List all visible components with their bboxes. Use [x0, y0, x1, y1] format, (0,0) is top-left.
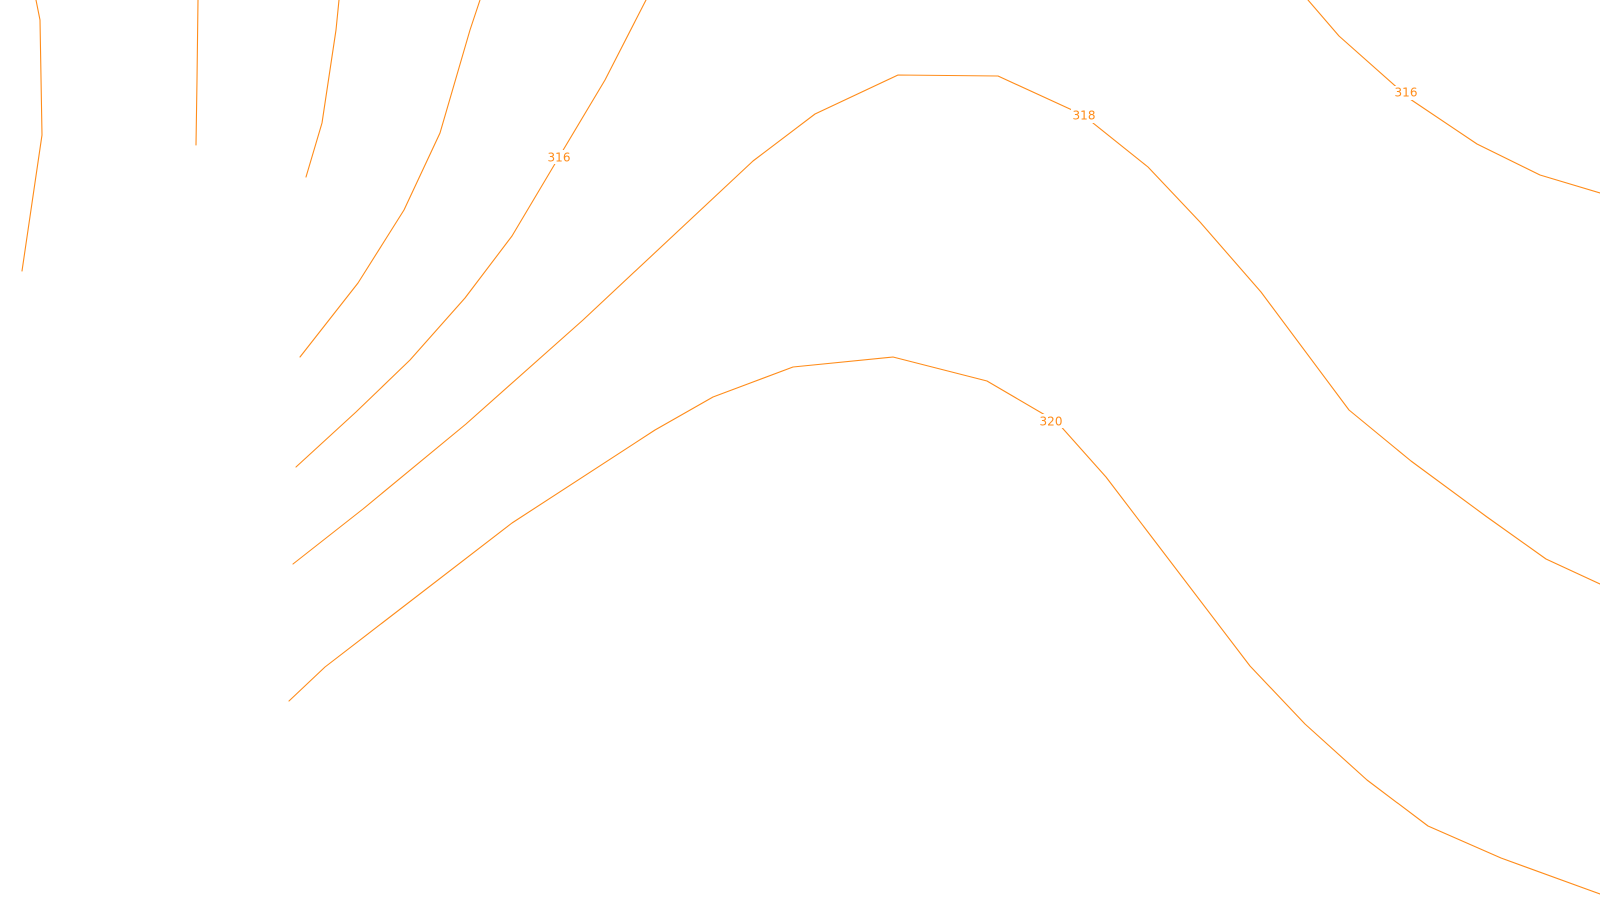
contour-line-far-left [21, 0, 43, 272]
contour-line-316-right [1307, 0, 1600, 194]
contour-label-316-left: 316 [546, 150, 572, 165]
contour-line-left-short [195, 0, 199, 146]
contour-label-halo [1038, 414, 1064, 428]
contour-labels: 316 318 320 316 [546, 86, 1419, 429]
contour-label-halo [1071, 109, 1097, 123]
contour-label-318: 318 [1071, 109, 1097, 123]
contour-line-left-inner [299, 0, 481, 358]
contour-line-316 [295, 0, 647, 468]
contour-label-text: 320 [1040, 415, 1063, 429]
contour-label-text: 316 [1395, 86, 1418, 100]
contour-label-316-right: 316 [1393, 86, 1419, 100]
contour-label-halo [1393, 86, 1419, 100]
contour-label-text: 316 [548, 151, 571, 165]
contour-line-320 [288, 356, 1600, 895]
contour-line-left-mid [305, 0, 340, 178]
contour-label-320: 320 [1038, 414, 1064, 429]
contour-label-halo [546, 150, 572, 164]
contour-label-text: 318 [1073, 109, 1096, 123]
